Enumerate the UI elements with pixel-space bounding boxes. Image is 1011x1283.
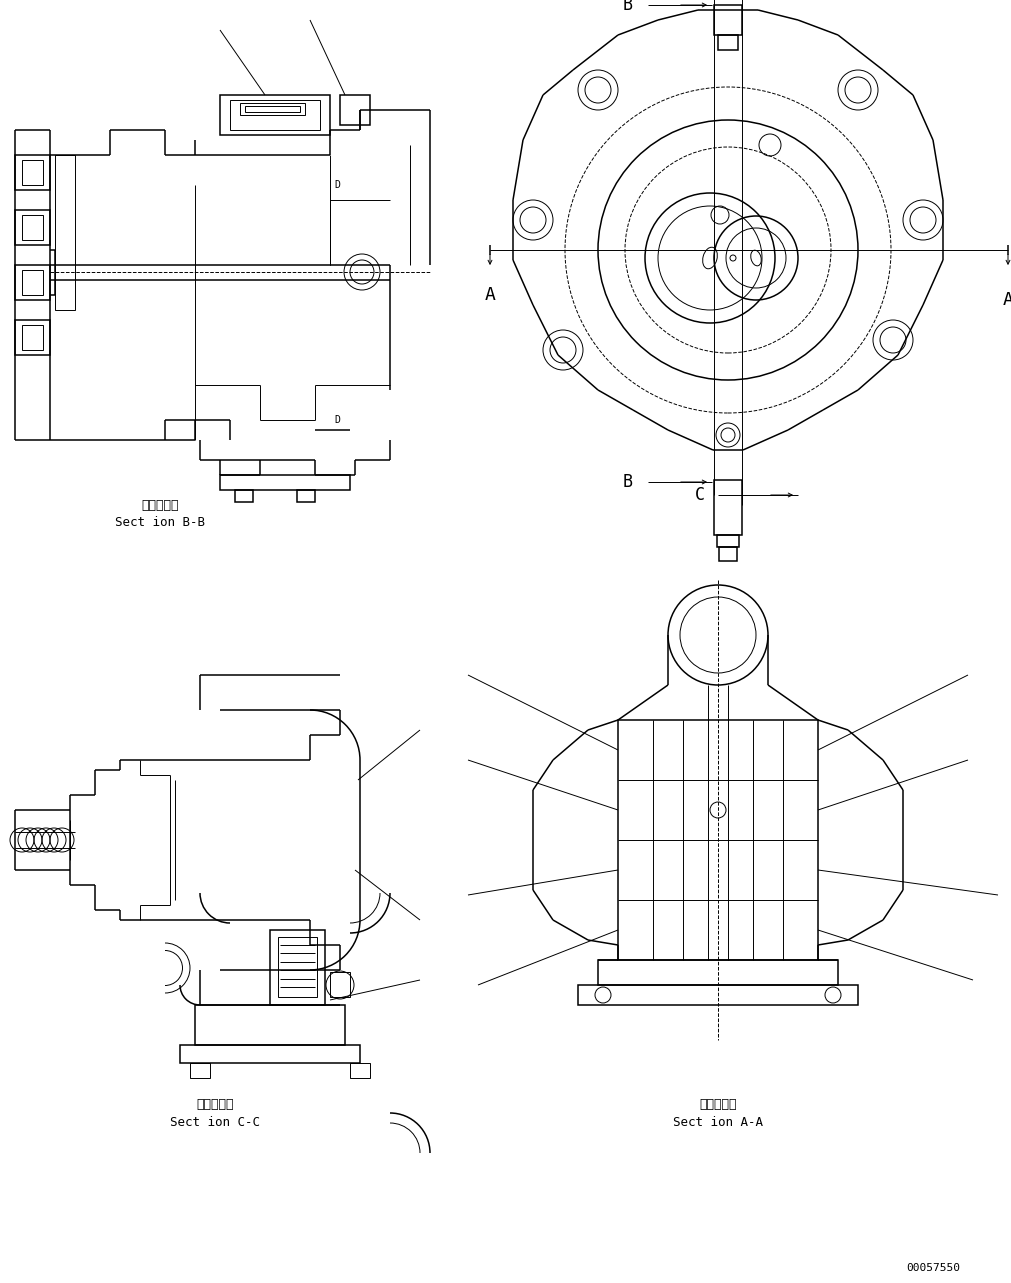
Bar xyxy=(15,266,50,300)
Text: Sect ion A-A: Sect ion A-A xyxy=(672,1116,762,1129)
Text: D: D xyxy=(334,414,340,425)
Bar xyxy=(22,160,42,185)
Text: B: B xyxy=(623,473,632,491)
Bar xyxy=(245,106,299,112)
Text: Sect ion B-B: Sect ion B-B xyxy=(115,516,205,529)
Bar xyxy=(240,103,304,115)
Text: 断面Ａ－Ａ: 断面Ａ－Ａ xyxy=(699,1098,736,1111)
Bar xyxy=(296,490,314,502)
Bar xyxy=(229,100,319,130)
Bar xyxy=(235,490,253,502)
Bar xyxy=(350,1064,370,1078)
Bar xyxy=(22,216,42,240)
Bar xyxy=(718,547,736,561)
Bar xyxy=(15,155,50,190)
Text: Sect ion C-C: Sect ion C-C xyxy=(170,1116,260,1129)
Bar xyxy=(330,973,350,997)
Bar xyxy=(55,155,75,310)
Text: A: A xyxy=(1002,291,1011,309)
Bar xyxy=(598,960,837,985)
Text: C: C xyxy=(695,486,705,504)
Bar xyxy=(195,1005,345,1044)
Bar xyxy=(190,1064,210,1078)
Text: 断面Ｂ－Ｂ: 断面Ｂ－Ｂ xyxy=(142,499,179,512)
Bar xyxy=(15,210,50,245)
Bar xyxy=(278,937,316,997)
Bar xyxy=(22,325,42,350)
Bar xyxy=(180,1044,360,1064)
Text: 00057550: 00057550 xyxy=(905,1262,959,1273)
Bar xyxy=(15,319,50,355)
Bar xyxy=(716,535,738,547)
Bar xyxy=(717,35,737,50)
Bar xyxy=(340,95,370,124)
Bar xyxy=(219,95,330,135)
Bar xyxy=(714,480,741,535)
Text: B: B xyxy=(623,0,632,14)
Bar xyxy=(577,985,857,1005)
Text: D: D xyxy=(334,180,340,190)
Bar xyxy=(219,475,350,490)
Bar xyxy=(270,930,325,1005)
Bar xyxy=(714,5,741,35)
Bar xyxy=(618,720,817,960)
Text: 断面Ｃ－Ｃ: 断面Ｃ－Ｃ xyxy=(196,1098,234,1111)
Text: A: A xyxy=(484,286,495,304)
Bar xyxy=(22,269,42,295)
